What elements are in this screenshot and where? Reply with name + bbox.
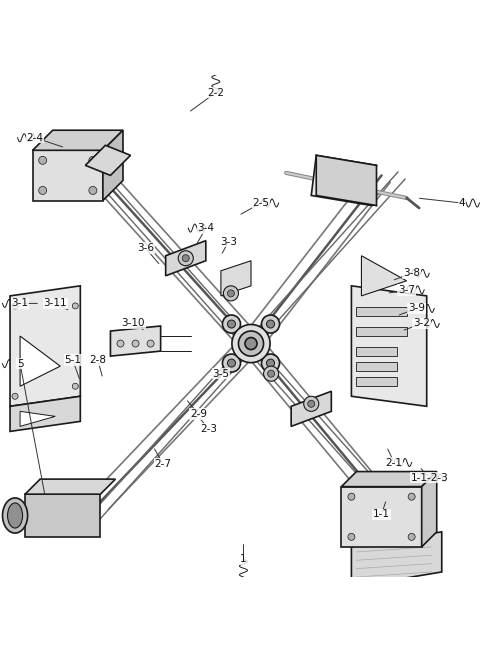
Circle shape xyxy=(182,255,189,261)
Polygon shape xyxy=(341,486,421,547)
Circle shape xyxy=(72,383,78,389)
Text: 3-5: 3-5 xyxy=(212,368,229,379)
Circle shape xyxy=(12,393,18,399)
Text: 1: 1 xyxy=(239,554,246,565)
Circle shape xyxy=(227,359,235,367)
Text: 3-6: 3-6 xyxy=(137,243,154,253)
Circle shape xyxy=(178,251,193,266)
Circle shape xyxy=(261,354,279,372)
Circle shape xyxy=(261,315,279,333)
Polygon shape xyxy=(316,155,376,205)
Circle shape xyxy=(223,286,238,301)
Text: 2-2: 2-2 xyxy=(207,87,224,98)
Circle shape xyxy=(347,493,354,500)
Text: 3-7: 3-7 xyxy=(397,285,414,295)
Circle shape xyxy=(266,359,274,367)
Text: 2-4: 2-4 xyxy=(27,133,44,143)
Circle shape xyxy=(222,354,240,372)
Bar xyxy=(356,307,406,316)
Polygon shape xyxy=(10,396,80,432)
Circle shape xyxy=(238,331,263,356)
Text: 3-1: 3-1 xyxy=(12,299,29,308)
Text: 3-10: 3-10 xyxy=(121,318,144,329)
Polygon shape xyxy=(33,151,103,201)
Text: 3-9: 3-9 xyxy=(407,303,424,314)
Circle shape xyxy=(231,325,270,363)
Text: 3-8: 3-8 xyxy=(402,268,419,278)
Polygon shape xyxy=(85,145,130,175)
Circle shape xyxy=(39,156,47,164)
Circle shape xyxy=(407,493,414,500)
Text: 2-3: 2-3 xyxy=(199,424,216,434)
Circle shape xyxy=(347,533,354,541)
Polygon shape xyxy=(351,286,426,406)
Bar xyxy=(356,327,406,336)
Polygon shape xyxy=(103,130,123,201)
Circle shape xyxy=(89,186,97,194)
Polygon shape xyxy=(25,479,115,494)
Ellipse shape xyxy=(8,503,23,528)
Text: 3-11: 3-11 xyxy=(43,299,67,308)
Circle shape xyxy=(117,340,124,347)
Polygon shape xyxy=(311,155,376,205)
Polygon shape xyxy=(351,532,441,587)
Text: 1-1-2-3: 1-1-2-3 xyxy=(409,473,447,482)
Bar xyxy=(356,362,396,371)
Circle shape xyxy=(12,303,18,309)
Circle shape xyxy=(72,303,78,309)
Text: 2-9: 2-9 xyxy=(189,409,206,419)
Polygon shape xyxy=(110,326,160,356)
Circle shape xyxy=(227,290,234,297)
Circle shape xyxy=(147,340,154,347)
Text: 3-4: 3-4 xyxy=(197,223,214,233)
Text: 4: 4 xyxy=(457,198,464,208)
Circle shape xyxy=(222,315,240,333)
Text: 2-8: 2-8 xyxy=(89,355,106,365)
Text: 2-7: 2-7 xyxy=(154,459,171,469)
Circle shape xyxy=(267,370,274,378)
Text: 3-2: 3-2 xyxy=(412,318,429,329)
Bar xyxy=(356,378,396,386)
Polygon shape xyxy=(10,286,80,406)
Circle shape xyxy=(89,156,97,164)
Polygon shape xyxy=(33,130,123,151)
Circle shape xyxy=(39,186,47,194)
Polygon shape xyxy=(341,471,436,486)
Polygon shape xyxy=(291,391,331,426)
Circle shape xyxy=(303,396,318,411)
Polygon shape xyxy=(361,256,406,296)
Polygon shape xyxy=(25,494,100,537)
Text: 2-5: 2-5 xyxy=(252,198,269,208)
Text: 5: 5 xyxy=(17,359,24,368)
Polygon shape xyxy=(165,241,205,276)
Circle shape xyxy=(266,320,274,328)
Text: 3-3: 3-3 xyxy=(219,237,236,246)
Polygon shape xyxy=(421,471,436,547)
Circle shape xyxy=(244,338,257,349)
Circle shape xyxy=(132,340,139,347)
Polygon shape xyxy=(20,411,55,426)
Polygon shape xyxy=(220,261,250,296)
Text: 5-1: 5-1 xyxy=(64,355,81,365)
Bar xyxy=(356,347,396,356)
Circle shape xyxy=(407,533,414,541)
Polygon shape xyxy=(20,336,60,386)
Circle shape xyxy=(263,366,278,381)
Text: 2-1: 2-1 xyxy=(385,458,402,467)
Circle shape xyxy=(227,320,235,328)
Circle shape xyxy=(307,400,314,408)
Ellipse shape xyxy=(3,498,28,533)
Text: 1-1: 1-1 xyxy=(372,509,389,519)
